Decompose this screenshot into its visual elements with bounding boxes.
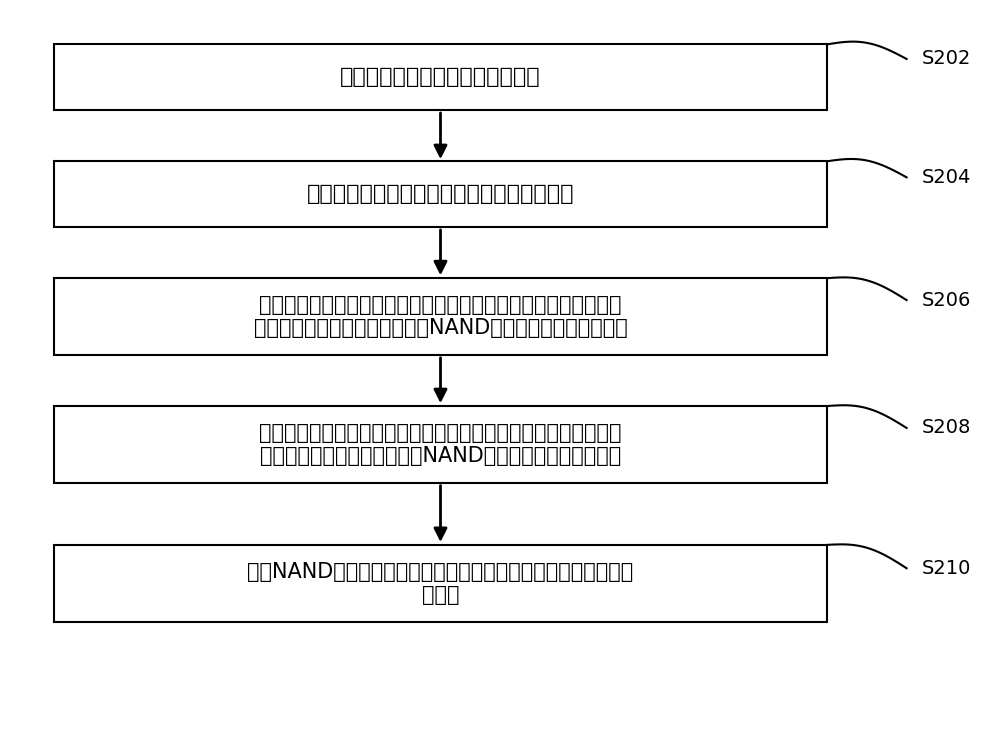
Text: S210: S210 — [921, 559, 971, 578]
Text: 提交读操作请求给映射表管理模块: 提交读操作请求给映射表管理模块 — [340, 67, 541, 87]
FancyBboxPatch shape — [54, 406, 827, 483]
Text: 硬件NAND访问接口根据所接收到的读请求完成对应的一级或多级: 硬件NAND访问接口根据所接收到的读请求完成对应的一级或多级 — [247, 562, 634, 582]
Text: 映射管理模块查询对应的映射表是否已经加载: 映射管理模块查询对应的映射表是否已经加载 — [307, 184, 574, 204]
Text: 读操作: 读操作 — [422, 585, 459, 605]
Text: S206: S206 — [921, 290, 971, 310]
Text: 若映射表已经加载，则映射表管理模块发送用户数据所在地址信息: 若映射表已经加载，则映射表管理模块发送用户数据所在地址信息 — [259, 295, 622, 315]
FancyBboxPatch shape — [54, 161, 827, 227]
FancyBboxPatch shape — [54, 44, 827, 110]
Text: 若映射表尚未加载，则映射表管理模块发送映射表所在地址信息给: 若映射表尚未加载，则映射表管理模块发送映射表所在地址信息给 — [259, 423, 622, 443]
Text: S202: S202 — [921, 50, 971, 69]
Text: 给到后端模块，后端模块向硬件NAND访问接口发起一级读请求: 给到后端模块，后端模块向硬件NAND访问接口发起一级读请求 — [254, 319, 627, 338]
Text: S208: S208 — [921, 418, 971, 437]
Text: 到后端模块，后端模块向硬件NAND访问接口发起多级读请求: 到后端模块，后端模块向硬件NAND访问接口发起多级读请求 — [260, 446, 621, 466]
FancyBboxPatch shape — [54, 545, 827, 621]
FancyBboxPatch shape — [54, 278, 827, 355]
Text: S204: S204 — [921, 168, 971, 187]
